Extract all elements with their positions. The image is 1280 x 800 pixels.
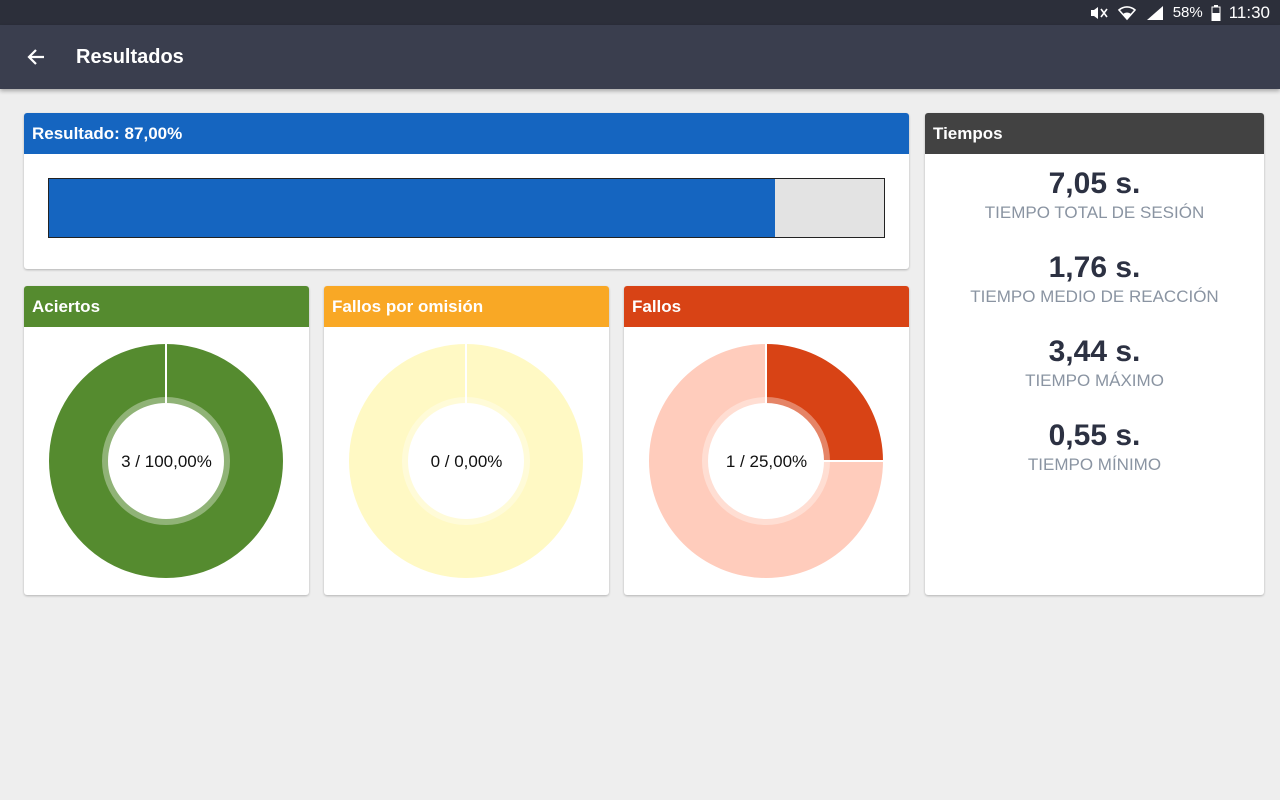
wifi-icon bbox=[1117, 5, 1137, 21]
time-label: TIEMPO TOTAL DE SESIÓN bbox=[984, 203, 1205, 222]
time-label: TIEMPO MÁXIMO bbox=[1025, 371, 1164, 390]
back-button[interactable] bbox=[0, 25, 72, 89]
failures-donut-chart bbox=[649, 344, 883, 578]
battery-icon bbox=[1211, 4, 1221, 21]
time-value: 3,44 s. bbox=[1048, 335, 1141, 368]
failures-remainder-slice bbox=[649, 344, 883, 578]
times-header: Tiempos bbox=[925, 113, 1264, 154]
time-value: 0,55 s. bbox=[1048, 419, 1141, 452]
times-list: 7,05 s. TIEMPO TOTAL DE SESIÓN 1,76 s. T… bbox=[925, 166, 1264, 502]
time-value: 1,76 s. bbox=[1048, 251, 1141, 284]
battery-percent: 58% bbox=[1172, 4, 1203, 21]
omissions-remainder-slice bbox=[348, 344, 583, 578]
times-card: Tiempos 7,05 s. TIEMPO TOTAL DE SESIÓN 1… bbox=[925, 113, 1264, 595]
status-bar: 58% 11:30 bbox=[0, 0, 1280, 25]
hits-center-hole bbox=[112, 407, 220, 515]
failures-center-hole bbox=[712, 407, 820, 515]
time-item-min: 0,55 s. TIEMPO MÍNIMO bbox=[925, 418, 1264, 502]
page-title: Resultados bbox=[76, 45, 184, 68]
time-item-max: 3,44 s. TIEMPO MÁXIMO bbox=[925, 334, 1264, 418]
result-header: Resultado: 87,00% bbox=[24, 113, 909, 154]
failures-card: Fallos 1 / 25,00% bbox=[624, 286, 909, 595]
failures-header: Fallos bbox=[624, 286, 909, 327]
time-item-total: 7,05 s. TIEMPO TOTAL DE SESIÓN bbox=[925, 166, 1264, 250]
result-progress-fill bbox=[49, 179, 776, 237]
mute-icon bbox=[1089, 5, 1109, 21]
result-progress-bar bbox=[48, 178, 885, 238]
time-value: 7,05 s. bbox=[1048, 167, 1141, 200]
hits-donut-chart bbox=[48, 344, 283, 578]
time-label: TIEMPO MÍNIMO bbox=[1027, 455, 1162, 474]
hits-card: Aciertos 3 / 100,00% bbox=[24, 286, 309, 595]
clock: 11:30 bbox=[1228, 2, 1270, 22]
hits-value-slice bbox=[48, 344, 283, 578]
failures-value-slice bbox=[766, 344, 883, 461]
hits-center-label: 3 / 100,00% bbox=[121, 452, 212, 471]
omissions-card: Fallos por omisión 0 / 0,00% bbox=[324, 286, 609, 595]
time-item-average: 1,76 s. TIEMPO MEDIO DE REACCIÓN bbox=[925, 250, 1264, 334]
omissions-center-hole bbox=[412, 407, 520, 515]
omissions-header: Fallos por omisión bbox=[324, 286, 609, 327]
signal-icon bbox=[1145, 5, 1165, 21]
time-label: TIEMPO MEDIO DE REACCIÓN bbox=[970, 287, 1219, 306]
app-bar: Resultados bbox=[0, 25, 1280, 89]
omissions-donut-chart bbox=[348, 344, 583, 578]
hits-header: Aciertos bbox=[24, 286, 309, 327]
arrow-back-icon bbox=[27, 49, 44, 65]
omissions-center-label: 0 / 0,00% bbox=[430, 452, 503, 471]
failures-center-label: 1 / 25,00% bbox=[725, 452, 808, 471]
result-card: Resultado: 87,00% bbox=[24, 113, 909, 269]
